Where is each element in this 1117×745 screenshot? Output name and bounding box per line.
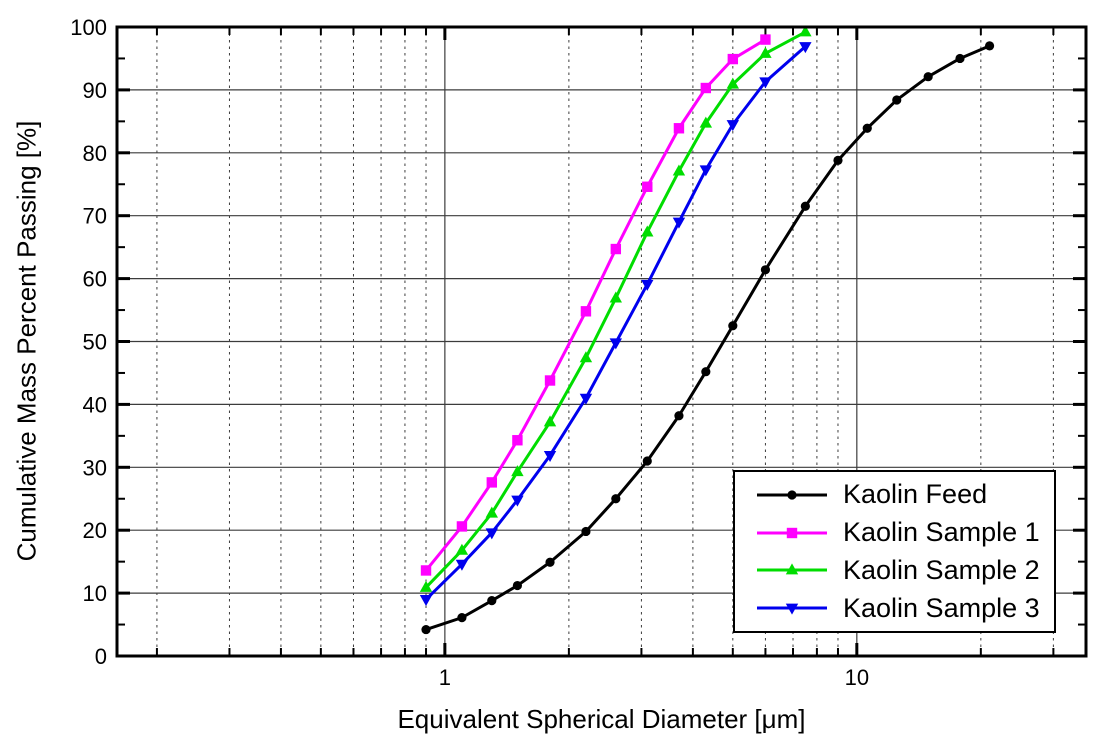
series-kaolin-sample-3	[419, 42, 812, 606]
x-tick-labels: 1 10	[439, 665, 869, 690]
svg-text:40: 40	[83, 392, 107, 417]
svg-text:100: 100	[70, 15, 107, 40]
y-axis-title: Cumulative Mass Percent Passing [%]	[11, 120, 42, 562]
series-kaolin-sample-2	[419, 25, 812, 592]
svg-text:20: 20	[83, 518, 107, 543]
legend-label-kaolin-sample-1: Kaolin Sample 1	[843, 517, 1040, 548]
svg-text:10: 10	[845, 665, 869, 690]
data-series	[419, 25, 995, 635]
svg-text:50: 50	[83, 330, 107, 355]
svg-text:60: 60	[83, 267, 107, 292]
svg-text:10: 10	[83, 581, 107, 606]
legend-label-kaolin-feed: Kaolin Feed	[843, 479, 988, 510]
legend-marker-kaolin-sample-1	[757, 527, 827, 538]
series-kaolin-sample-1	[420, 34, 771, 576]
plot-frame	[115, 25, 1088, 658]
legend-marker-kaolin-feed	[757, 490, 827, 500]
svg-text:90: 90	[83, 78, 107, 103]
legend-item-kaolin-sample-3: Kaolin Sample 3	[753, 590, 1048, 626]
series-kaolin-feed	[421, 41, 995, 635]
svg-text:80: 80	[83, 141, 107, 166]
y-tick-labels: 0 10 20 30 40 50 60 70 80 90 100	[70, 15, 107, 669]
legend-label-kaolin-sample-2: Kaolin Sample 2	[843, 554, 1040, 585]
legend-item-kaolin-feed: Kaolin Feed	[753, 477, 1048, 513]
svg-text:30: 30	[83, 455, 107, 480]
legend-item-kaolin-sample-1: Kaolin Sample 1	[753, 515, 1048, 551]
svg-text:0: 0	[95, 644, 107, 669]
x-axis-title: Equivalent Spherical Diameter [μm]	[397, 704, 806, 734]
legend-item-kaolin-sample-2: Kaolin Sample 2	[753, 552, 1048, 588]
legend: Kaolin Feed Kaolin Sample 1 Kaolin Sampl…	[733, 470, 1056, 633]
svg-text:70: 70	[83, 204, 107, 229]
svg-text:1: 1	[439, 665, 451, 690]
legend-marker-kaolin-sample-3	[757, 603, 827, 615]
legend-marker-kaolin-sample-2	[757, 563, 827, 575]
legend-label-kaolin-sample-3: Kaolin Sample 3	[843, 592, 1040, 623]
